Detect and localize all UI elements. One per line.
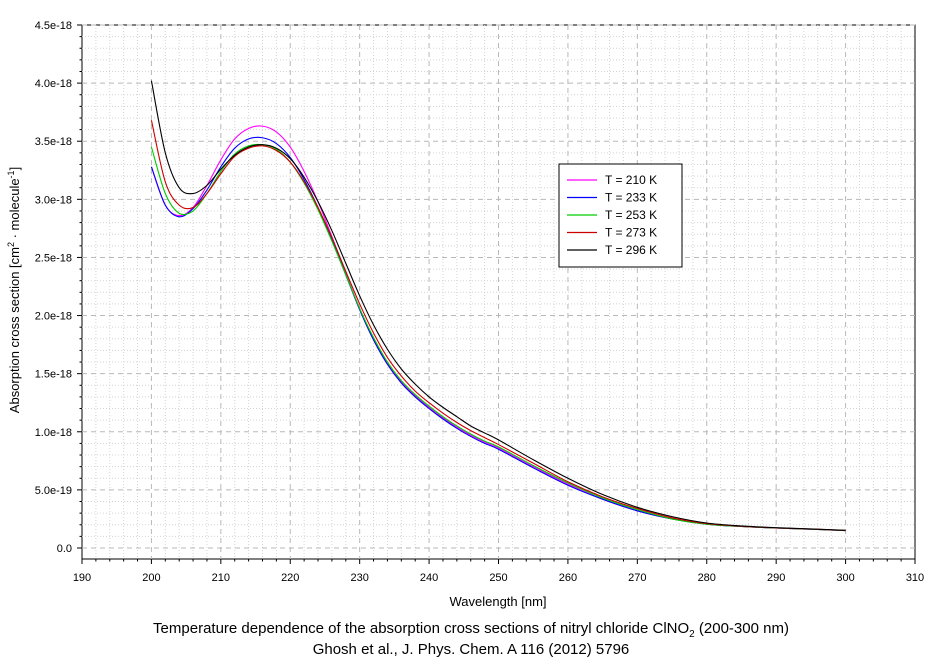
x-tick-label: 210 [212, 572, 230, 584]
y-axis-title: Absorption cross section [cm2 · molecule… [6, 167, 22, 413]
y-tick-label: 3.5e-18 [35, 136, 72, 148]
chart: 190 200 210 220 230 240 250 260 270 280 290 300 310 0… [6, 20, 924, 609]
legend-label: T = 296 K [605, 243, 657, 257]
series-line-273k [150, 120, 846, 531]
y-tick-label: 0.0 [57, 543, 72, 555]
legend-label: T = 253 K [605, 208, 657, 222]
legend-label: T = 273 K [605, 226, 657, 240]
y-tick-label: 2.0e-18 [35, 311, 72, 323]
y-tick-label: 4.0e-18 [35, 78, 72, 90]
x-tick-label: 260 [559, 572, 577, 584]
y-tick-label: 1.5e-18 [35, 369, 72, 381]
legend-label: T = 233 K [605, 191, 657, 205]
caption-line-2: Ghosh et al., J. Phys. Chem. A 116 (2012… [312, 641, 630, 658]
x-tick-label: 190 [73, 572, 91, 584]
x-tick-label: 310 [906, 572, 924, 584]
x-tick-label: 220 [281, 572, 299, 584]
x-tick-label: 280 [698, 572, 716, 584]
y-tick-label: 1.0e-18 [35, 427, 72, 439]
axes-layer: 190 200 210 220 230 240 250 260 270 280 290 300 310 0… [35, 20, 924, 584]
legend-label: T = 210 K [605, 173, 657, 187]
major-grid [82, 24, 915, 559]
x-tick-label: 300 [836, 572, 854, 584]
series-line-233k [150, 136, 846, 532]
x-tick-label: 230 [350, 572, 368, 584]
y-tick-label: 5.0e-19 [35, 485, 72, 497]
x-tick-label: 240 [420, 572, 438, 584]
caption-line-1: Temperature dependence of the absorption… [153, 620, 789, 640]
series-line-296k [150, 80, 846, 531]
y-tick-label: 2.5e-18 [35, 252, 72, 264]
y-tick-label: 4.5e-18 [35, 20, 72, 32]
series-line-253k [150, 143, 846, 532]
series-layer [150, 80, 846, 532]
y-tick-label: 3.0e-18 [35, 194, 72, 206]
x-tick-label: 200 [142, 572, 160, 584]
x-tick-label: 270 [628, 572, 646, 584]
x-tick-label: 250 [489, 572, 507, 584]
legend: T = 210 K T = 233 K T = 253 K T = 273 K T = … [558, 163, 683, 268]
x-tick-label: 290 [767, 572, 785, 584]
x-axis-title: Wavelength [nm] [449, 594, 546, 609]
